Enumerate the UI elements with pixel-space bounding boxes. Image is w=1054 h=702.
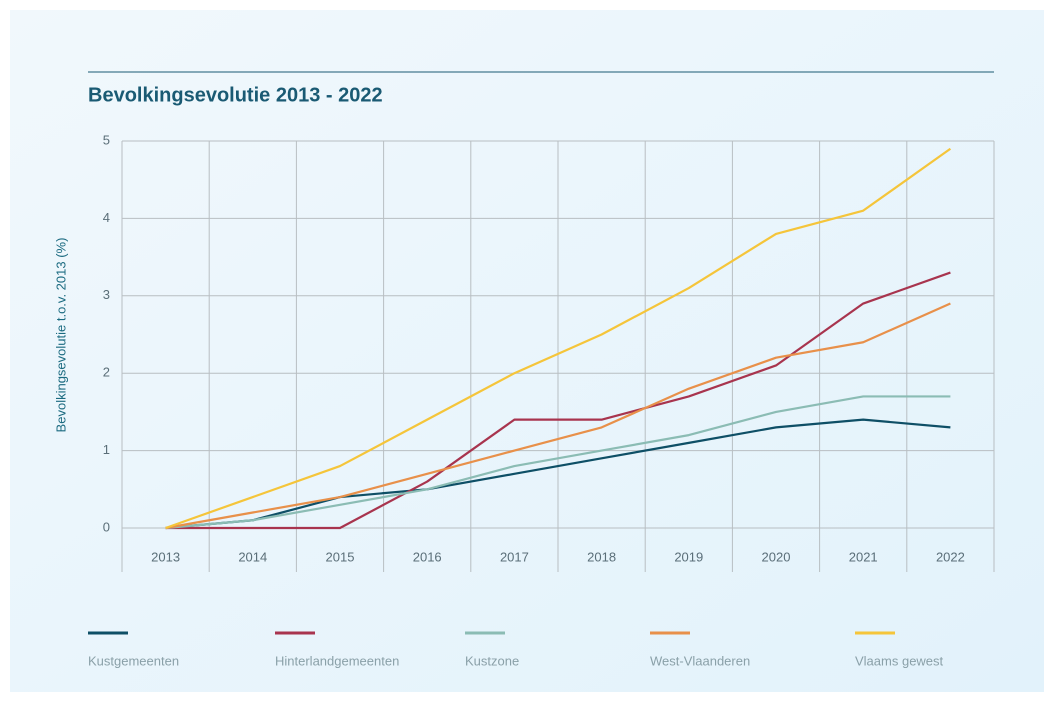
y-tick-label: 1 — [103, 442, 110, 457]
series-line — [165, 271, 951, 530]
legend-label: Kustzone — [465, 653, 519, 668]
x-tick-label: 2017 — [500, 549, 529, 564]
y-tick-label: 2 — [103, 365, 110, 380]
x-tick-label: 2015 — [326, 549, 355, 564]
legend-label: West-Vlaanderen — [650, 653, 750, 668]
y-tick-label: 5 — [103, 132, 110, 147]
y-axis-label: Bevolkingsevolutie t.o.v. 2013 (%) — [53, 238, 68, 433]
series-line — [165, 395, 951, 530]
x-tick-label: 2022 — [936, 549, 965, 564]
chart-title: Bevolkingsevolutie 2013 - 2022 — [88, 84, 383, 106]
series-line — [165, 147, 952, 530]
x-tick-label: 2020 — [762, 549, 791, 564]
series-line — [165, 418, 951, 530]
y-tick-label: 4 — [103, 210, 110, 225]
legend-label: Hinterlandgemeenten — [275, 653, 399, 668]
series-line — [165, 302, 951, 530]
x-tick-label: 2013 — [151, 549, 180, 564]
legend-label: Kustgemeenten — [88, 653, 179, 668]
y-tick-label: 0 — [103, 519, 110, 534]
panel — [10, 10, 1044, 692]
x-tick-label: 2016 — [413, 549, 442, 564]
legend-label: Vlaams gewest — [855, 653, 944, 668]
x-tick-label: 2019 — [674, 549, 703, 564]
x-tick-label: 2014 — [238, 549, 267, 564]
x-tick-label: 2021 — [849, 549, 878, 564]
y-tick-label: 3 — [103, 287, 110, 302]
x-tick-label: 2018 — [587, 549, 616, 564]
